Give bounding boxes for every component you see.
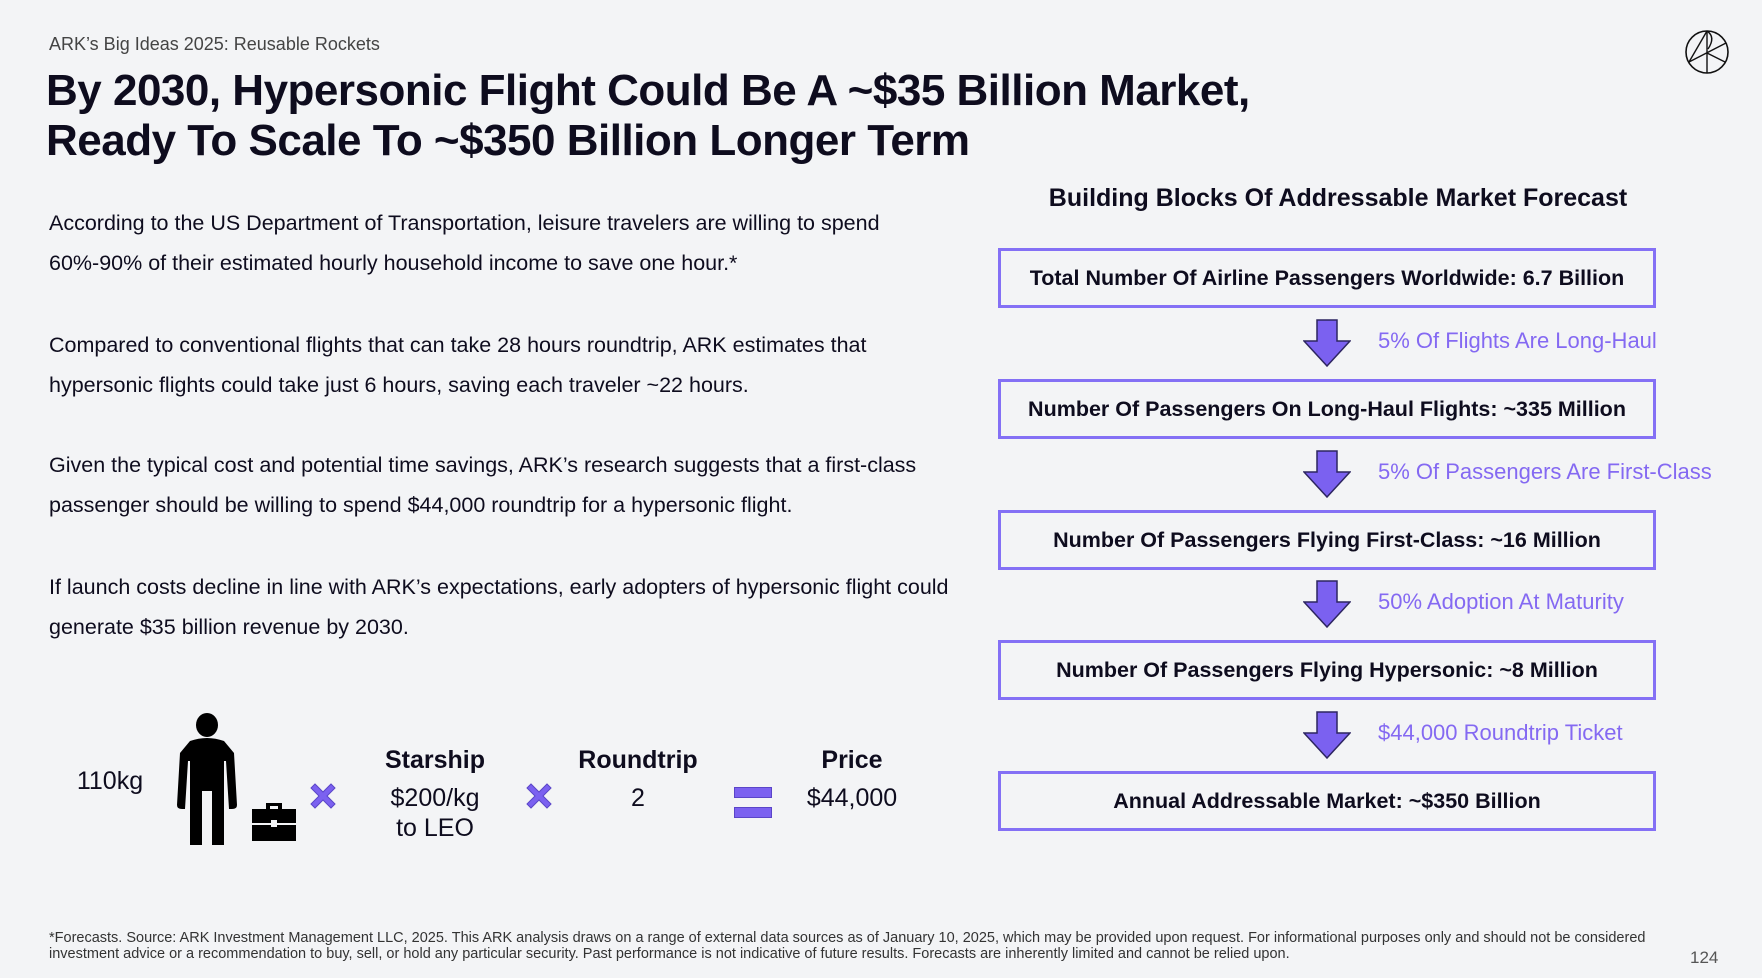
- starship-label: Starship: [384, 746, 486, 774]
- down-arrow-icon: [1303, 450, 1351, 498]
- weight-label: 110kg: [76, 767, 144, 795]
- roundtrip-label: Roundtrip: [578, 746, 698, 774]
- multiply-icon: [526, 783, 552, 809]
- price-result: Price $44,000: [782, 746, 922, 813]
- price-value: $44,000: [806, 784, 898, 812]
- roundtrip-value: 2: [631, 784, 645, 812]
- starship-value-line1: $200/kg: [390, 784, 480, 812]
- page-number: 124: [1690, 948, 1719, 967]
- forecast-box-first-class: Number Of Passengers Flying First-Class:…: [998, 510, 1656, 570]
- forecast-box-market: Annual Addressable Market: ~$350 Billion: [998, 771, 1656, 831]
- briefcase-icon: [252, 803, 296, 841]
- paragraph-3: Given the typical cost and potential tim…: [49, 453, 917, 517]
- step-ticket-price: $44,000 Roundtrip Ticket: [1378, 720, 1623, 745]
- page-title: By 2030, Hypersonic Flight Could Be A ~$…: [46, 66, 1250, 166]
- forecast-box-total-passengers: Total Number Of Airline Passengers World…: [998, 248, 1656, 308]
- step-adoption: 50% Adoption At Maturity: [1378, 589, 1624, 614]
- down-arrow-icon: [1303, 711, 1351, 759]
- price-label: Price: [821, 746, 883, 774]
- ark-logo-icon: [1685, 30, 1729, 74]
- forecast-heading: Building Blocks Of Addressable Market Fo…: [1048, 184, 1628, 212]
- title-line-1: By 2030, Hypersonic Flight Could Be A ~$…: [46, 66, 1250, 115]
- footnote: *Forecasts. Source: ARK Investment Manag…: [49, 930, 1646, 962]
- starship-cost: Starship $200/kg to LEO: [365, 746, 505, 843]
- multiply-icon: [310, 783, 336, 809]
- title-line-2: Ready To Scale To ~$350 Billion Longer T…: [46, 116, 970, 165]
- forecast-box-long-haul: Number Of Passengers On Long-Haul Flight…: [998, 379, 1656, 439]
- deck-subtitle: ARK’s Big Ideas 2025: Reusable Rockets: [49, 34, 380, 54]
- roundtrip-factor: Roundtrip 2: [558, 746, 718, 813]
- down-arrow-icon: [1303, 580, 1351, 628]
- person-icon: [177, 713, 237, 845]
- paragraph-2: Compared to conventional flights that ca…: [49, 333, 867, 397]
- equals-icon: [734, 787, 772, 818]
- step-first-class: 5% Of Passengers Are First-Class: [1378, 459, 1712, 484]
- step-long-haul: 5% Of Flights Are Long-Haul: [1378, 328, 1657, 353]
- forecast-box-hypersonic: Number Of Passengers Flying Hypersonic: …: [998, 640, 1656, 700]
- down-arrow-icon: [1303, 319, 1351, 367]
- starship-value-line2: to LEO: [396, 814, 474, 842]
- paragraph-4: If launch costs decline in line with ARK…: [49, 575, 949, 639]
- paragraph-1: According to the US Department of Transp…: [49, 211, 880, 275]
